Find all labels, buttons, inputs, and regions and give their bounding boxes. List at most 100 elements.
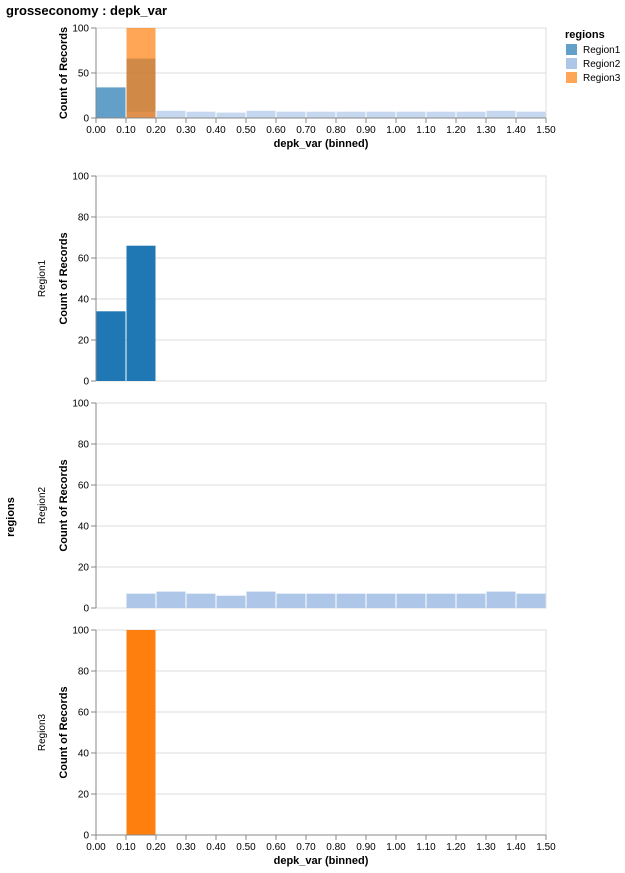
bar-region3[interactable]: [126, 28, 156, 118]
plot-frame: [95, 402, 547, 609]
x-axis-title: depk_var (binned): [274, 855, 369, 867]
bar-region2[interactable]: [486, 110, 516, 118]
y-tick-label: 100: [72, 399, 89, 410]
bar-region2[interactable]: [306, 111, 336, 118]
y-tick-label: 100: [72, 24, 89, 35]
x-tick-label: 0.10: [116, 125, 136, 136]
x-tick-label: 1.10: [416, 842, 436, 853]
y-tick-label: 50: [78, 69, 90, 80]
legend-item-region3[interactable]: Region3: [566, 72, 621, 84]
x-tick-label: 0.40: [206, 842, 226, 853]
x-axis-title: depk_var (binned): [274, 138, 369, 150]
x-tick-label: 1.30: [476, 125, 496, 136]
bar-region2[interactable]: [246, 110, 276, 118]
facet-row-label: Region2: [37, 486, 48, 524]
x-tick-label: 1.20: [446, 842, 466, 853]
x-tick-label: 0.10: [116, 842, 136, 853]
y-tick-label: 60: [78, 708, 90, 719]
plot-frame: [95, 629, 547, 836]
facet-row-label: Region3: [37, 713, 48, 751]
bar-region2[interactable]: [126, 593, 156, 608]
bar-region2[interactable]: [516, 593, 546, 608]
x-tick-label: 0.80: [326, 842, 346, 853]
bar-region2[interactable]: [186, 111, 216, 118]
bar-region2[interactable]: [426, 593, 456, 608]
y-tick-label: 0: [83, 114, 89, 125]
bar-region2[interactable]: [336, 111, 366, 118]
y-tick-label: 100: [72, 626, 89, 637]
bar-region1[interactable]: [96, 311, 126, 381]
legend-item-region1[interactable]: Region1: [566, 44, 621, 56]
y-tick-label: 20: [78, 790, 90, 801]
bar-region2[interactable]: [456, 593, 486, 608]
bar-region2[interactable]: [246, 591, 276, 608]
bar-region3[interactable]: [126, 630, 156, 835]
bar-region2[interactable]: [276, 593, 306, 608]
y-tick-label: 60: [78, 254, 90, 265]
bar-region2[interactable]: [336, 593, 366, 608]
bar-region2[interactable]: [426, 111, 456, 118]
x-tick-label: 0.30: [176, 842, 196, 853]
x-tick-label: 0.70: [296, 842, 316, 853]
x-tick-label: 0.40: [206, 125, 226, 136]
bar-region2[interactable]: [276, 111, 306, 118]
facet-row-title: regions: [5, 497, 17, 537]
x-tick-label: 1.00: [386, 125, 406, 136]
y-tick-label: 100: [72, 172, 89, 183]
y-tick-label: 40: [78, 522, 90, 533]
x-tick-label: 0.50: [236, 842, 256, 853]
x-tick-label: 0.60: [266, 125, 286, 136]
x-tick-label: 0.20: [146, 842, 166, 853]
x-tick-label: 0.80: [326, 125, 346, 136]
legend-title: regions: [565, 29, 605, 41]
chart-title: grosseconomy : depk_var: [6, 3, 167, 18]
y-axis-title: Count of Records: [58, 232, 70, 324]
bar-region2[interactable]: [486, 591, 516, 608]
facet-panel-region3: 0 20 40 60 80 100 Count of Records Region3 0.00 0…: [37, 626, 556, 868]
y-axis-title: Count of Records: [58, 27, 70, 119]
x-tick-label: 0.90: [356, 842, 376, 853]
y-tick-label: 80: [78, 213, 90, 224]
legend-item-region2[interactable]: Region2: [566, 58, 621, 70]
x-tick-label: 1.20: [446, 125, 466, 136]
y-tick-label: 20: [78, 336, 90, 347]
x-tick-label: 0.70: [296, 125, 316, 136]
bar-region2[interactable]: [186, 593, 216, 608]
y-tick-label: 80: [78, 440, 90, 451]
legend-label-region1: Region1: [583, 45, 621, 56]
x-tick-label: 1.40: [506, 125, 526, 136]
faceted-histogram: 0 20 40 60 80 100 Count of Records Region1 0 20 40…: [37, 172, 556, 868]
bar-region2[interactable]: [516, 111, 546, 118]
x-tick-label: 0.50: [236, 125, 256, 136]
bar-region2[interactable]: [366, 111, 396, 118]
legend-label-region3: Region3: [583, 73, 621, 84]
bar-region2[interactable]: [156, 591, 186, 608]
bar-region2[interactable]: [396, 111, 426, 118]
legend-swatch-region1: [566, 44, 577, 55]
bar-region2[interactable]: [396, 593, 426, 608]
y-tick-label: 80: [78, 667, 90, 678]
y-axis-title: Count of Records: [58, 686, 70, 778]
bar-region2[interactable]: [306, 593, 336, 608]
bar-region2[interactable]: [366, 593, 396, 608]
x-tick-label: 1.00: [386, 842, 406, 853]
y-tick-label: 60: [78, 481, 90, 492]
bar-region2[interactable]: [456, 111, 486, 118]
bar-region2[interactable]: [216, 112, 246, 118]
bar-region1[interactable]: [96, 87, 126, 118]
y-tick-label: 0: [83, 604, 89, 615]
x-tick-label: 0.60: [266, 842, 286, 853]
bar-region2[interactable]: [216, 595, 246, 608]
x-tick-label: 0.20: [146, 125, 166, 136]
bar-region2[interactable]: [156, 110, 186, 118]
x-tick-label: 0.30: [176, 125, 196, 136]
y-tick-label: 0: [83, 377, 89, 388]
bar-region1[interactable]: [126, 245, 156, 381]
facet-panel-region2: 0 20 40 60 80 100 Count of Records Region2: [37, 399, 547, 615]
y-tick-label: 0: [83, 831, 89, 842]
x-tick-label: 0.00: [86, 125, 106, 136]
x-tick-label: 0.90: [356, 125, 376, 136]
legend-swatch-region3: [566, 72, 577, 83]
